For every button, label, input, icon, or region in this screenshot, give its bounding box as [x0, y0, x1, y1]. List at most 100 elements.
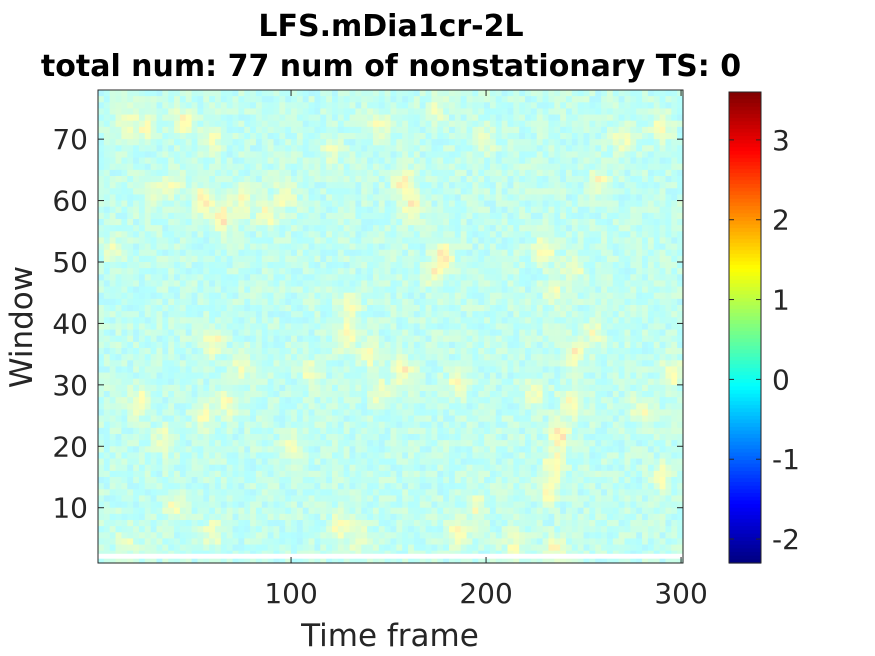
heatmap-cell	[314, 151, 321, 159]
heatmap-cell	[203, 120, 210, 128]
heatmap-cell	[296, 243, 304, 251]
heatmap-cell	[618, 323, 626, 331]
heatmap-cell	[361, 169, 368, 177]
heatmap-cell	[560, 348, 567, 355]
chart-title-line2: total num: 77 num of nonstationary TS: 0	[41, 49, 741, 84]
heatmap-cell	[495, 262, 503, 269]
heatmap-cell	[601, 255, 608, 263]
heatmap-cell	[267, 169, 275, 177]
heatmap-cell	[215, 372, 222, 380]
heatmap-cell	[291, 182, 298, 189]
heatmap-cell	[162, 145, 169, 153]
heatmap-cell	[618, 145, 626, 153]
heatmap-cell	[513, 169, 520, 177]
heatmap-cell	[642, 169, 649, 177]
heatmap-cell	[595, 335, 602, 343]
heatmap-cell	[273, 341, 280, 349]
heatmap-cell	[606, 200, 614, 208]
heatmap-cell	[168, 225, 175, 232]
heatmap-cell	[443, 237, 450, 245]
heatmap-cell	[653, 305, 661, 312]
heatmap-cell	[437, 96, 444, 103]
heatmap-cell	[665, 151, 672, 159]
heatmap-cell	[443, 384, 450, 392]
heatmap-cell	[384, 139, 392, 146]
heatmap-cell	[571, 243, 579, 251]
heatmap-cell	[267, 366, 275, 374]
heatmap-cell	[162, 360, 169, 368]
heatmap-cell	[583, 268, 590, 275]
heatmap-cell	[408, 133, 415, 140]
heatmap-cell	[162, 335, 169, 343]
heatmap-cell	[402, 292, 409, 300]
heatmap-cell	[291, 354, 298, 361]
heatmap-cell	[396, 176, 403, 183]
heatmap-cell	[267, 151, 275, 159]
heatmap-cell	[174, 145, 181, 153]
heatmap-cell	[413, 133, 421, 140]
heatmap-cell	[255, 305, 263, 312]
heatmap-cell	[349, 329, 356, 337]
heatmap-cell	[255, 262, 263, 269]
heatmap-cell	[612, 335, 620, 343]
heatmap-cell	[220, 163, 228, 171]
heatmap-cell	[250, 360, 257, 368]
heatmap-cell	[665, 200, 672, 208]
heatmap-cell	[671, 298, 678, 306]
heatmap-cell	[653, 219, 661, 226]
heatmap-cell	[314, 120, 321, 128]
heatmap-cell	[589, 212, 596, 220]
heatmap-cell	[601, 219, 608, 226]
heatmap-cell	[624, 274, 631, 282]
heatmap-cell	[624, 262, 631, 269]
heatmap-cell	[250, 176, 257, 183]
heatmap-cell	[320, 274, 327, 282]
heatmap-cell	[302, 391, 310, 398]
heatmap-cell	[548, 268, 555, 275]
heatmap-cell	[636, 188, 643, 196]
heatmap-cell	[220, 188, 228, 196]
heatmap-cell	[168, 311, 175, 318]
heatmap-cell	[665, 169, 672, 177]
heatmap-cell	[653, 102, 661, 110]
heatmap-cell	[478, 317, 485, 325]
heatmap-cell	[156, 298, 163, 306]
heatmap-cell	[536, 151, 544, 159]
heatmap-cell	[659, 151, 667, 159]
heatmap-cell	[419, 255, 427, 263]
heatmap-cell	[238, 108, 245, 116]
heatmap-cell	[530, 372, 538, 380]
heatmap-cell	[612, 348, 620, 355]
heatmap-cell	[443, 90, 450, 97]
heatmap-cell	[431, 348, 438, 355]
heatmap-cell	[571, 231, 579, 239]
heatmap-cell	[138, 163, 146, 171]
heatmap-cell	[220, 176, 228, 183]
heatmap-cell	[659, 90, 667, 97]
heatmap-cell	[606, 268, 614, 275]
heatmap-cell	[548, 298, 555, 306]
heatmap-cell	[314, 108, 321, 116]
heatmap-cell	[554, 372, 561, 380]
heatmap-cell	[337, 102, 345, 110]
heatmap-cell	[402, 163, 409, 171]
heatmap-cell	[402, 243, 409, 251]
heatmap-cell	[174, 286, 181, 294]
heatmap-cell	[314, 391, 321, 398]
heatmap-cell	[267, 145, 275, 153]
heatmap-cell	[402, 200, 409, 208]
heatmap-cell	[291, 139, 298, 146]
heatmap-cell	[384, 311, 392, 318]
heatmap-cell	[103, 219, 111, 226]
heatmap-cell	[431, 114, 438, 122]
heatmap-cell	[560, 231, 567, 239]
heatmap-cell	[378, 335, 386, 343]
heatmap-cell	[162, 126, 169, 134]
heatmap-cell	[267, 384, 275, 392]
heatmap-cell	[179, 194, 187, 202]
heatmap-cell	[466, 262, 473, 269]
heatmap-cell	[326, 298, 333, 306]
heatmap-cell	[402, 329, 409, 337]
heatmap-cell	[489, 237, 497, 245]
heatmap-cell	[372, 249, 380, 257]
